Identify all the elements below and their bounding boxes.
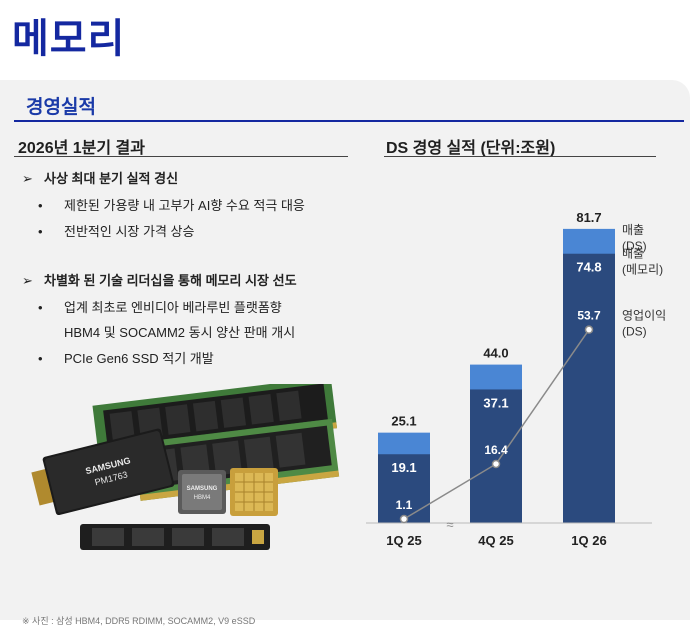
photo-caption: ※ 사진 : 삼성 HBM4, DDR5 RDIMM, SOCAMM2, V9 …	[22, 616, 256, 626]
op-profit-point-2	[584, 325, 594, 334]
bullet-icon: •	[38, 300, 43, 315]
legend-item-2-line2: (DS)	[622, 325, 647, 339]
gold-die-package	[230, 468, 278, 516]
label-op-profit-1: 16.4	[484, 443, 508, 457]
section-divider	[14, 120, 684, 122]
label-op-profit-2: 53.7	[577, 309, 601, 323]
axis-break-mark: ≈	[446, 517, 453, 532]
bullet-icon: •	[38, 198, 43, 213]
legend-item-0-line2: (DS)	[622, 239, 647, 253]
op-profit-point-1	[491, 459, 501, 469]
product-photo: SAMSUNG PM1763 SAMSUNG HBM4	[31, 384, 340, 550]
right-heading-rule	[384, 156, 656, 157]
bullet-text: 제한된 가용량 내 고부가 AI향 수요 적극 대응	[64, 198, 305, 213]
bar-memory-sales-0	[378, 454, 430, 523]
label-memory-sales-1: 37.1	[483, 395, 508, 410]
group-1-title: ➢ 사상 최대 분기 실적 경신	[22, 168, 178, 187]
section-title: 경영실적	[26, 97, 96, 118]
label-memory-sales-0: 19.1	[391, 460, 416, 475]
legend-item-1-line1: 매출	[622, 247, 644, 261]
group-1-title-text: 사상 최대 분기 실적 경신	[44, 171, 179, 186]
label-op-profit-0: 1.1	[396, 498, 413, 512]
right-heading: DS 경영 실적 (단위:조원)	[386, 140, 556, 157]
label-ds-sales-0: 25.1	[391, 414, 416, 429]
legend-item-2-line1: 영업이익	[622, 309, 666, 323]
group-2-bullet-1-continuation: HBM4 및 SOCAMM2 동시 양산 판매 개시	[64, 325, 296, 340]
legend-item-0-line1: 매출	[622, 223, 644, 237]
group-1-bullet-1: • 제한된 가용량 내 고부가 AI향 수요 적극 대응	[38, 195, 305, 214]
group-2-title: ➢ 차별화 된 기술 리더십을 통해 메모리 시장 선도	[22, 270, 297, 289]
group-2-bullet-2: • PCIe Gen6 SSD 적기 개발	[38, 348, 214, 367]
x-tick-label-1: 4Q 25	[478, 533, 513, 548]
bar-memory-sales-2	[563, 253, 615, 523]
hbm-model-label: HBM4	[194, 495, 211, 501]
socamm2-module	[80, 524, 270, 550]
left-heading: 2026년 1분기 결과	[18, 140, 145, 157]
bullet-text: 업계 최초로 엔비디아 베라루빈 플랫폼향	[64, 300, 282, 315]
label-ds-sales-1: 44.0	[483, 346, 508, 361]
left-heading-rule	[14, 156, 348, 157]
x-tick-label-0: 1Q 25	[386, 533, 421, 548]
bullet-text: PCIe Gen6 SSD 적기 개발	[64, 351, 214, 366]
page-title: 메모리	[12, 17, 126, 61]
hbm4-chip: SAMSUNG HBM4	[178, 470, 226, 514]
arrow-bullet-icon: ➢	[22, 171, 33, 186]
arrow-bullet-icon: ➢	[22, 273, 33, 288]
ds-performance-chart: 25.1 19.1 1Q 25 44.0 37.1 4Q 25 81.7 74.8 1Q 26 ≈…	[366, 210, 666, 548]
label-memory-sales-2: 74.8	[576, 260, 601, 275]
group-1-bullet-2: • 전반적인 시장 가격 상승	[38, 221, 194, 240]
bullet-icon: •	[38, 224, 43, 239]
op-profit-point-0	[399, 514, 409, 524]
x-tick-label-2: 1Q 26	[571, 533, 606, 548]
legend-item-1-line2: (메모리)	[622, 263, 663, 277]
label-ds-sales-2: 81.7	[576, 210, 601, 225]
bullet-icon: •	[38, 351, 43, 366]
group-2-title-text: 차별화 된 기술 리더십을 통해 메모리 시장 선도	[44, 273, 297, 288]
essd-drive: SAMSUNG PM1763	[31, 428, 175, 516]
bar-memory-sales-1	[470, 389, 522, 523]
hbm-brand-label: SAMSUNG	[187, 486, 218, 492]
group-2-bullet-1: • 업계 최초로 엔비디아 베라루빈 플랫폼향	[38, 297, 282, 316]
bullet-text: 전반적인 시장 가격 상승	[64, 224, 195, 239]
